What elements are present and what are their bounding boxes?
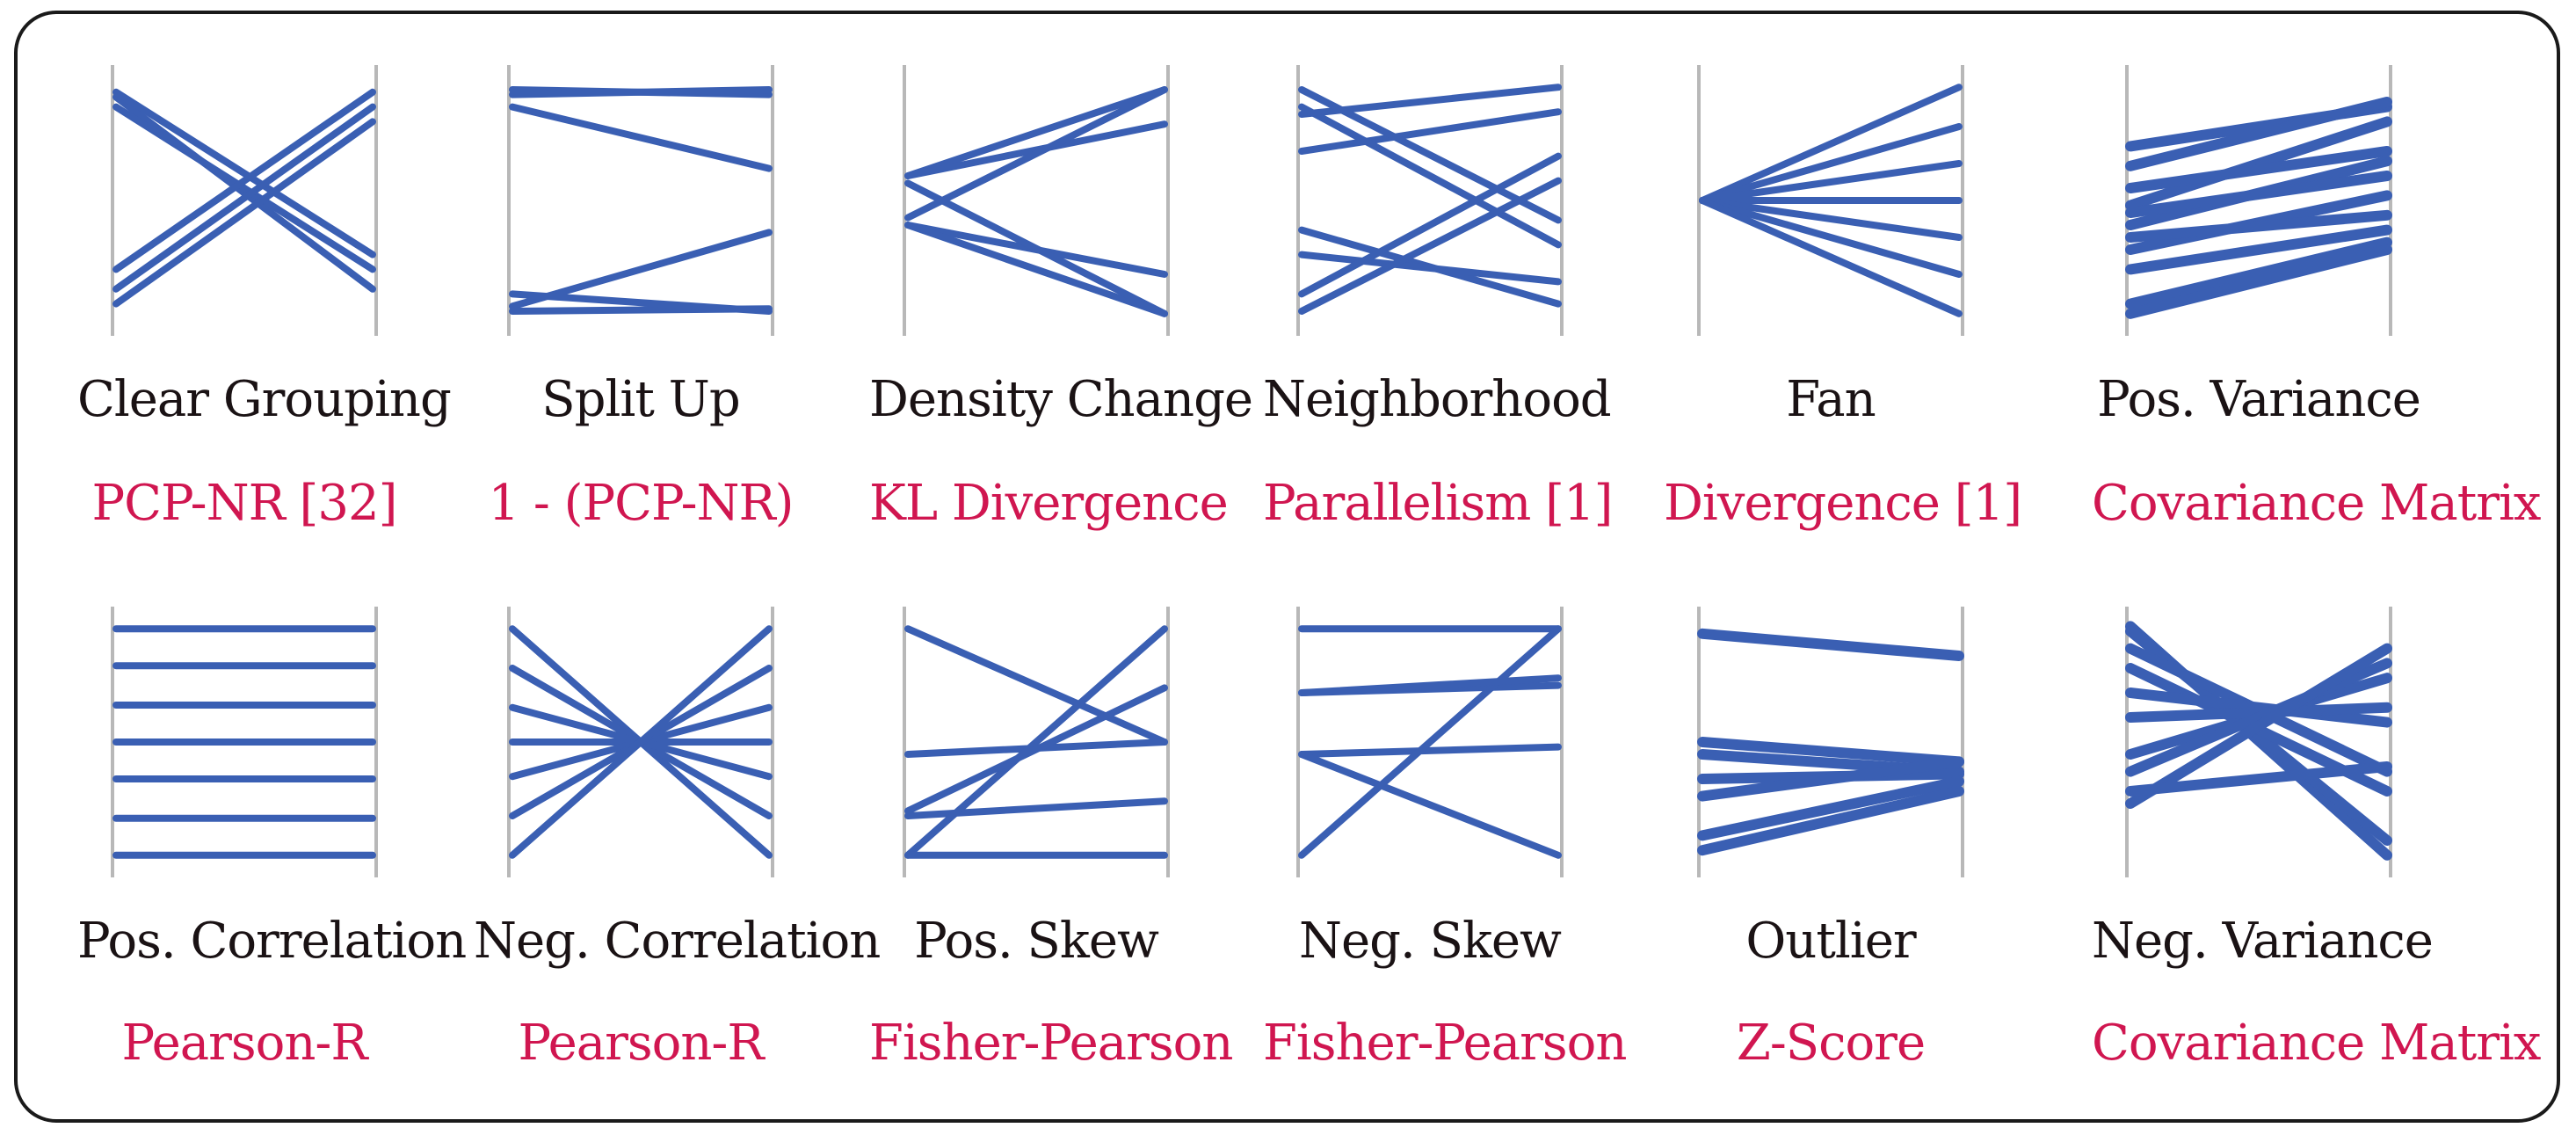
- polyline-segment: [2125, 97, 2392, 171]
- pcp-plot: [474, 62, 808, 343]
- pattern-metric: Z-Score: [1736, 1015, 1926, 1072]
- polyline-segment: [904, 625, 1168, 859]
- polyline-segment: [904, 86, 1168, 179]
- pattern-title: Fan: [1786, 371, 1876, 428]
- polyline-segment: [1699, 84, 1963, 204]
- polyline-segment: [2125, 209, 2392, 243]
- polyline-segment: [1298, 177, 1562, 315]
- pattern-title: Pos. Variance: [2097, 371, 2421, 428]
- pcp-svg: [903, 65, 1170, 336]
- polyline-segment: [1697, 628, 1964, 661]
- polyline-segment: [1697, 756, 1964, 802]
- pcp-plot: [869, 603, 1203, 884]
- pcp-plot: [1664, 603, 1998, 884]
- polyline-segment: [904, 179, 1168, 317]
- pattern-metric: Pearson-R: [518, 1015, 764, 1072]
- pattern-title: Neg. Correlation: [474, 913, 881, 970]
- polyline-segment: [1298, 674, 1562, 696]
- polyline-segment: [112, 88, 376, 273]
- polyline-segment: [2125, 244, 2392, 319]
- pattern-metric: Covariance Matrix: [2092, 475, 2542, 532]
- pcp-plot: [77, 62, 411, 343]
- polyline-segment: [2125, 146, 2392, 193]
- polyline-segment: [1298, 625, 1562, 859]
- polyline-segment: [1699, 197, 1963, 317]
- polyline-segment: [1298, 108, 1562, 155]
- pcp-plot: [1263, 603, 1597, 884]
- polyline-segment: [1697, 737, 1964, 768]
- polyline-segment: [904, 222, 1168, 317]
- pcp-plot: [869, 62, 1203, 343]
- pcp-plot: [2092, 603, 2426, 884]
- polyline-segment: [1697, 786, 1964, 856]
- polyline-segment: [2125, 658, 2392, 777]
- polyline-segment: [112, 103, 376, 273]
- pcp-plot: [1263, 62, 1597, 343]
- pcp-plot: [2092, 62, 2426, 343]
- polyline-segment: [1298, 751, 1562, 859]
- pattern-title: Outlier: [1745, 913, 1916, 970]
- polyline-segment: [509, 625, 773, 859]
- figure-frame: [14, 11, 2560, 1123]
- pattern-title: Pos. Skew: [914, 913, 1159, 970]
- polyline-segment: [904, 86, 1168, 222]
- polyline-segment: [1298, 103, 1562, 249]
- polyline-segment: [2125, 171, 2392, 218]
- pcp-svg: [1697, 65, 1964, 336]
- pcp-svg: [507, 65, 774, 336]
- pcp-svg: [1296, 65, 1564, 336]
- polyline-segment: [509, 103, 773, 172]
- polyline-segment: [904, 625, 1168, 746]
- polyline-segment: [1298, 743, 1562, 758]
- pattern-metric: KL Divergence: [869, 475, 1229, 532]
- polyline-segment: [2125, 236, 2392, 309]
- pattern-title: Neg. Variance: [2092, 913, 2434, 970]
- polyline-segment: [509, 290, 773, 315]
- polyline-segment: [1699, 123, 1963, 204]
- pattern-metric: Divergence [1]: [1664, 475, 2022, 532]
- pattern-metric: 1 - (PCP-NR): [488, 475, 794, 532]
- pcp-plot: [474, 603, 808, 884]
- pattern-metric: Covariance Matrix: [2092, 1015, 2542, 1072]
- pattern-title: Neg. Skew: [1299, 913, 1562, 970]
- polyline-segment: [112, 93, 376, 293]
- polyline-segment: [2125, 224, 2392, 275]
- polyline-segment: [1699, 197, 1963, 241]
- pattern-title: Pos. Correlation: [77, 913, 467, 970]
- pcp-svg: [507, 607, 774, 877]
- polyline-segment: [1697, 775, 1964, 841]
- pattern-metric: Fisher-Pearson: [1263, 1015, 1627, 1072]
- polyline-segment: [904, 797, 1168, 819]
- polyline-segment: [2125, 761, 2392, 797]
- polyline-segment: [112, 118, 376, 308]
- polyline-segment: [112, 103, 376, 293]
- pcp-svg: [2125, 607, 2392, 877]
- pcp-svg: [111, 65, 378, 336]
- pattern-metric: PCP-NR [32]: [91, 475, 398, 532]
- pattern-metric: Pearson-R: [121, 1015, 367, 1072]
- pattern-metric: Fisher-Pearson: [869, 1015, 1233, 1072]
- polyline-segment: [904, 684, 1168, 815]
- pcp-svg: [2125, 65, 2392, 336]
- polyline-segment: [1699, 160, 1963, 204]
- polyline-segment: [1298, 152, 1562, 298]
- pattern-title: Split Up: [541, 371, 740, 428]
- pattern-metric: Parallelism [1]: [1263, 475, 1613, 532]
- pattern-title: Density Change: [869, 371, 1253, 428]
- pcp-svg: [111, 607, 378, 877]
- pattern-title: Clear Grouping: [77, 371, 452, 428]
- polyline-segment: [2125, 643, 2392, 809]
- polyline-segment: [1298, 251, 1562, 286]
- polyline-segment: [1298, 86, 1562, 224]
- pcp-svg: [1296, 607, 1564, 877]
- polyline-segment: [112, 88, 376, 258]
- polyline-segment: [1699, 197, 1963, 278]
- pcp-svg: [1697, 607, 1964, 877]
- polyline-segment: [2125, 116, 2392, 211]
- pattern-title: Neighborhood: [1263, 371, 1612, 428]
- pcp-svg: [903, 607, 1170, 877]
- pcp-plot: [77, 603, 411, 884]
- pcp-plot: [1664, 62, 1998, 343]
- polyline-segment: [509, 86, 773, 98]
